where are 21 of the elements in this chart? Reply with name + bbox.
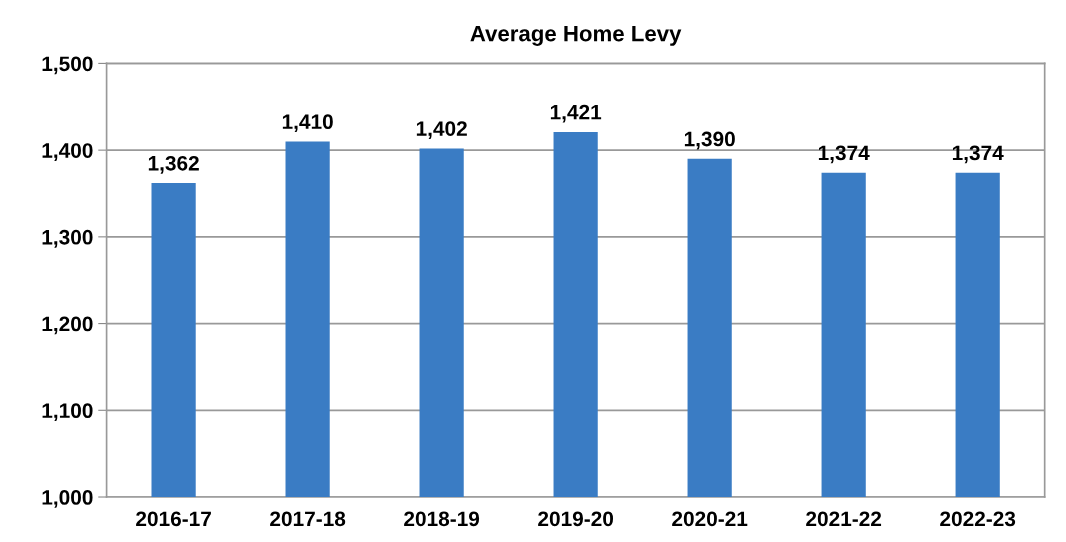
x-tick-label: 2022-23 [940, 511, 1016, 527]
chart-title: Average Home Levy [470, 25, 682, 46]
y-tick-label: 1,100 [42, 403, 93, 422]
x-tick-label: 2017-18 [270, 511, 346, 527]
data-label: 1,374 [818, 145, 870, 164]
data-label: 1,402 [416, 121, 467, 139]
y-tick-label: 1,400 [42, 143, 93, 161]
x-tick-label: 2020-21 [672, 511, 748, 527]
data-label: 1,410 [282, 114, 333, 133]
y-tick-label: 1,200 [42, 316, 93, 335]
x-tick-label: 2018-19 [404, 511, 480, 527]
x-tick-label: 2019-20 [538, 511, 614, 527]
x-tick-label: 2021-22 [806, 511, 882, 527]
data-label: 1,362 [148, 155, 199, 174]
data-label: 1,421 [550, 104, 602, 123]
y-tick-label: 1,000 [42, 490, 93, 508]
y-tick-label: 1,500 [42, 56, 93, 75]
y-tick-label: 1,300 [42, 229, 93, 248]
x-tick-label: 2016-17 [136, 511, 211, 527]
data-label: 1,390 [684, 131, 735, 150]
data-label: 1,374 [952, 145, 1004, 164]
